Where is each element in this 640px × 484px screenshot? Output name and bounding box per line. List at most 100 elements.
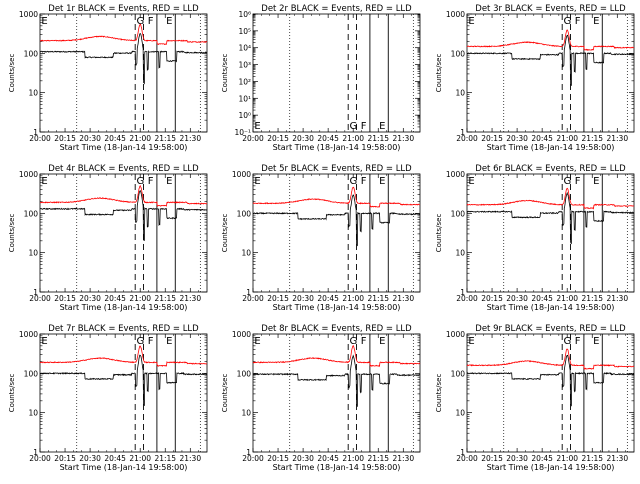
plot-frame — [466, 173, 635, 293]
x-tick-label: 21:15 — [154, 454, 176, 463]
y-tick-label: 1000 — [232, 170, 251, 179]
x-tick-label: 20:15 — [54, 454, 76, 463]
marker-letter-f: F — [361, 176, 367, 187]
marker-letter-e: E — [254, 176, 260, 187]
y-tick-label: 100 — [24, 49, 39, 58]
x-tick-label: 20:15 — [54, 294, 76, 303]
marker-letter-f: F — [148, 336, 154, 347]
y-tick-label: 1 — [33, 448, 38, 457]
plot-panel: Det 4r BLACK = Events, RED = LLD 1 10 100 10… — [8, 164, 208, 312]
marker-letter-e: E — [166, 336, 172, 347]
y-tick-label: 1000 — [446, 170, 465, 179]
y-axis-label: Counts/sec — [221, 374, 229, 413]
plot-frame — [252, 13, 421, 133]
x-tick-label: 20:15 — [481, 134, 503, 143]
marker-letter-e: E — [166, 176, 172, 187]
plot-title: Det 6r BLACK = Events, RED = LLD — [475, 164, 626, 174]
x-tick-label: 20:30 — [292, 134, 314, 143]
x-tick-label: 20:30 — [79, 134, 101, 143]
marker-letter-e: E — [468, 336, 474, 347]
plot-frame — [39, 333, 208, 453]
marker-letter-e: E — [379, 176, 385, 187]
y-tick-label: 10³ — [238, 61, 251, 70]
x-tick-label: 21:00 — [129, 294, 151, 303]
plot-panel: Det 1r BLACK = Events, RED = LLD 1 10 100 10… — [8, 4, 208, 152]
marker-letter-g: G — [350, 336, 358, 347]
x-tick-label: 20:00 — [456, 134, 478, 143]
x-tick-label: 20:15 — [481, 294, 503, 303]
y-axis-label: Counts/sec — [221, 54, 229, 93]
x-axis-label: Start Time (18-Jan-14 19:58:00) — [487, 143, 615, 152]
y-tick-label: 1000 — [19, 10, 38, 19]
plot-title: Det 5r BLACK = Events, RED = LLD — [261, 164, 412, 174]
x-tick-label: 20:45 — [531, 454, 553, 463]
plot-panel: Det 9r BLACK = Events, RED = LLD 1 10 100 10… — [435, 324, 635, 472]
y-tick-label: 10⁴ — [238, 44, 251, 53]
marker-letter-e: E — [468, 176, 474, 187]
x-tick-label: 21:00 — [129, 134, 151, 143]
x-tick-label: 20:30 — [506, 454, 528, 463]
marker-letter-g: G — [137, 336, 145, 347]
events-series-line — [252, 194, 421, 247]
plot-frame — [466, 13, 635, 133]
events-series-line — [466, 34, 635, 86]
marker-letter-e: E — [379, 121, 385, 132]
y-tick-label: 10¹ — [238, 94, 251, 103]
marker-letter-e: E — [593, 336, 599, 347]
plot-title: Det 3r BLACK = Events, RED = LLD — [475, 4, 626, 14]
lld-series-line — [39, 23, 208, 46]
y-tick-label: 1000 — [446, 10, 465, 19]
plot-frame — [466, 333, 635, 453]
y-tick-label: 10 — [28, 409, 38, 418]
marker-letter-e: E — [254, 121, 260, 132]
lld-series-line — [466, 348, 635, 371]
x-axis-label: Start Time (18-Jan-14 19:58:00) — [487, 463, 615, 472]
y-tick-label: 1 — [460, 128, 465, 137]
x-tick-label: 20:00 — [29, 454, 51, 463]
events-series-line — [39, 190, 208, 241]
lld-series-line — [39, 184, 208, 207]
plot-panel: Det 3r BLACK = Events, RED = LLD 1 10 100 10… — [435, 4, 635, 152]
x-tick-label: 20:15 — [267, 454, 289, 463]
y-tick-label: 10⁻¹ — [234, 128, 251, 137]
y-tick-label: 100 — [451, 369, 466, 378]
events-series-line — [39, 33, 208, 85]
events-series-line — [39, 354, 208, 407]
y-axis-label: Counts/sec — [8, 54, 16, 93]
x-tick-label: 20:30 — [292, 294, 314, 303]
plot-frame — [39, 173, 208, 293]
x-tick-label: 20:00 — [29, 294, 51, 303]
marker-letter-f: F — [361, 121, 367, 132]
x-tick-label: 20:45 — [104, 454, 126, 463]
x-tick-label: 20:30 — [292, 454, 314, 463]
x-tick-label: 20:45 — [531, 134, 553, 143]
x-tick-label: 21:15 — [581, 294, 603, 303]
x-tick-label: 21:15 — [367, 134, 389, 143]
marker-letter-e: E — [468, 16, 474, 27]
marker-letter-g: G — [137, 16, 145, 27]
y-tick-label: 10 — [28, 249, 38, 258]
marker-letter-f: F — [148, 16, 154, 27]
x-tick-label: 20:30 — [506, 294, 528, 303]
x-tick-label: 20:45 — [104, 294, 126, 303]
y-axis-label: Counts/sec — [435, 214, 443, 253]
y-tick-label: 100 — [24, 369, 39, 378]
y-tick-label: 1 — [33, 128, 38, 137]
y-tick-label: 10 — [241, 249, 251, 258]
y-tick-label: 100 — [451, 209, 466, 218]
x-axis-label: Start Time (18-Jan-14 19:58:00) — [273, 143, 401, 152]
events-series-line — [466, 354, 635, 407]
y-tick-label: 1000 — [446, 330, 465, 339]
y-axis-label: Counts/sec — [8, 214, 16, 253]
x-tick-label: 21:30 — [392, 294, 414, 303]
x-tick-label: 21:00 — [556, 454, 578, 463]
y-tick-label: 10⁶ — [238, 10, 251, 19]
plot-title: Det 8r BLACK = Events, RED = LLD — [261, 324, 412, 334]
x-tick-label: 21:15 — [154, 134, 176, 143]
y-tick-label: 10⁰ — [238, 111, 251, 120]
x-tick-label: 21:00 — [342, 294, 364, 303]
y-tick-label: 1000 — [232, 330, 251, 339]
x-tick-label: 21:30 — [392, 454, 414, 463]
marker-letter-g: G — [137, 176, 145, 187]
